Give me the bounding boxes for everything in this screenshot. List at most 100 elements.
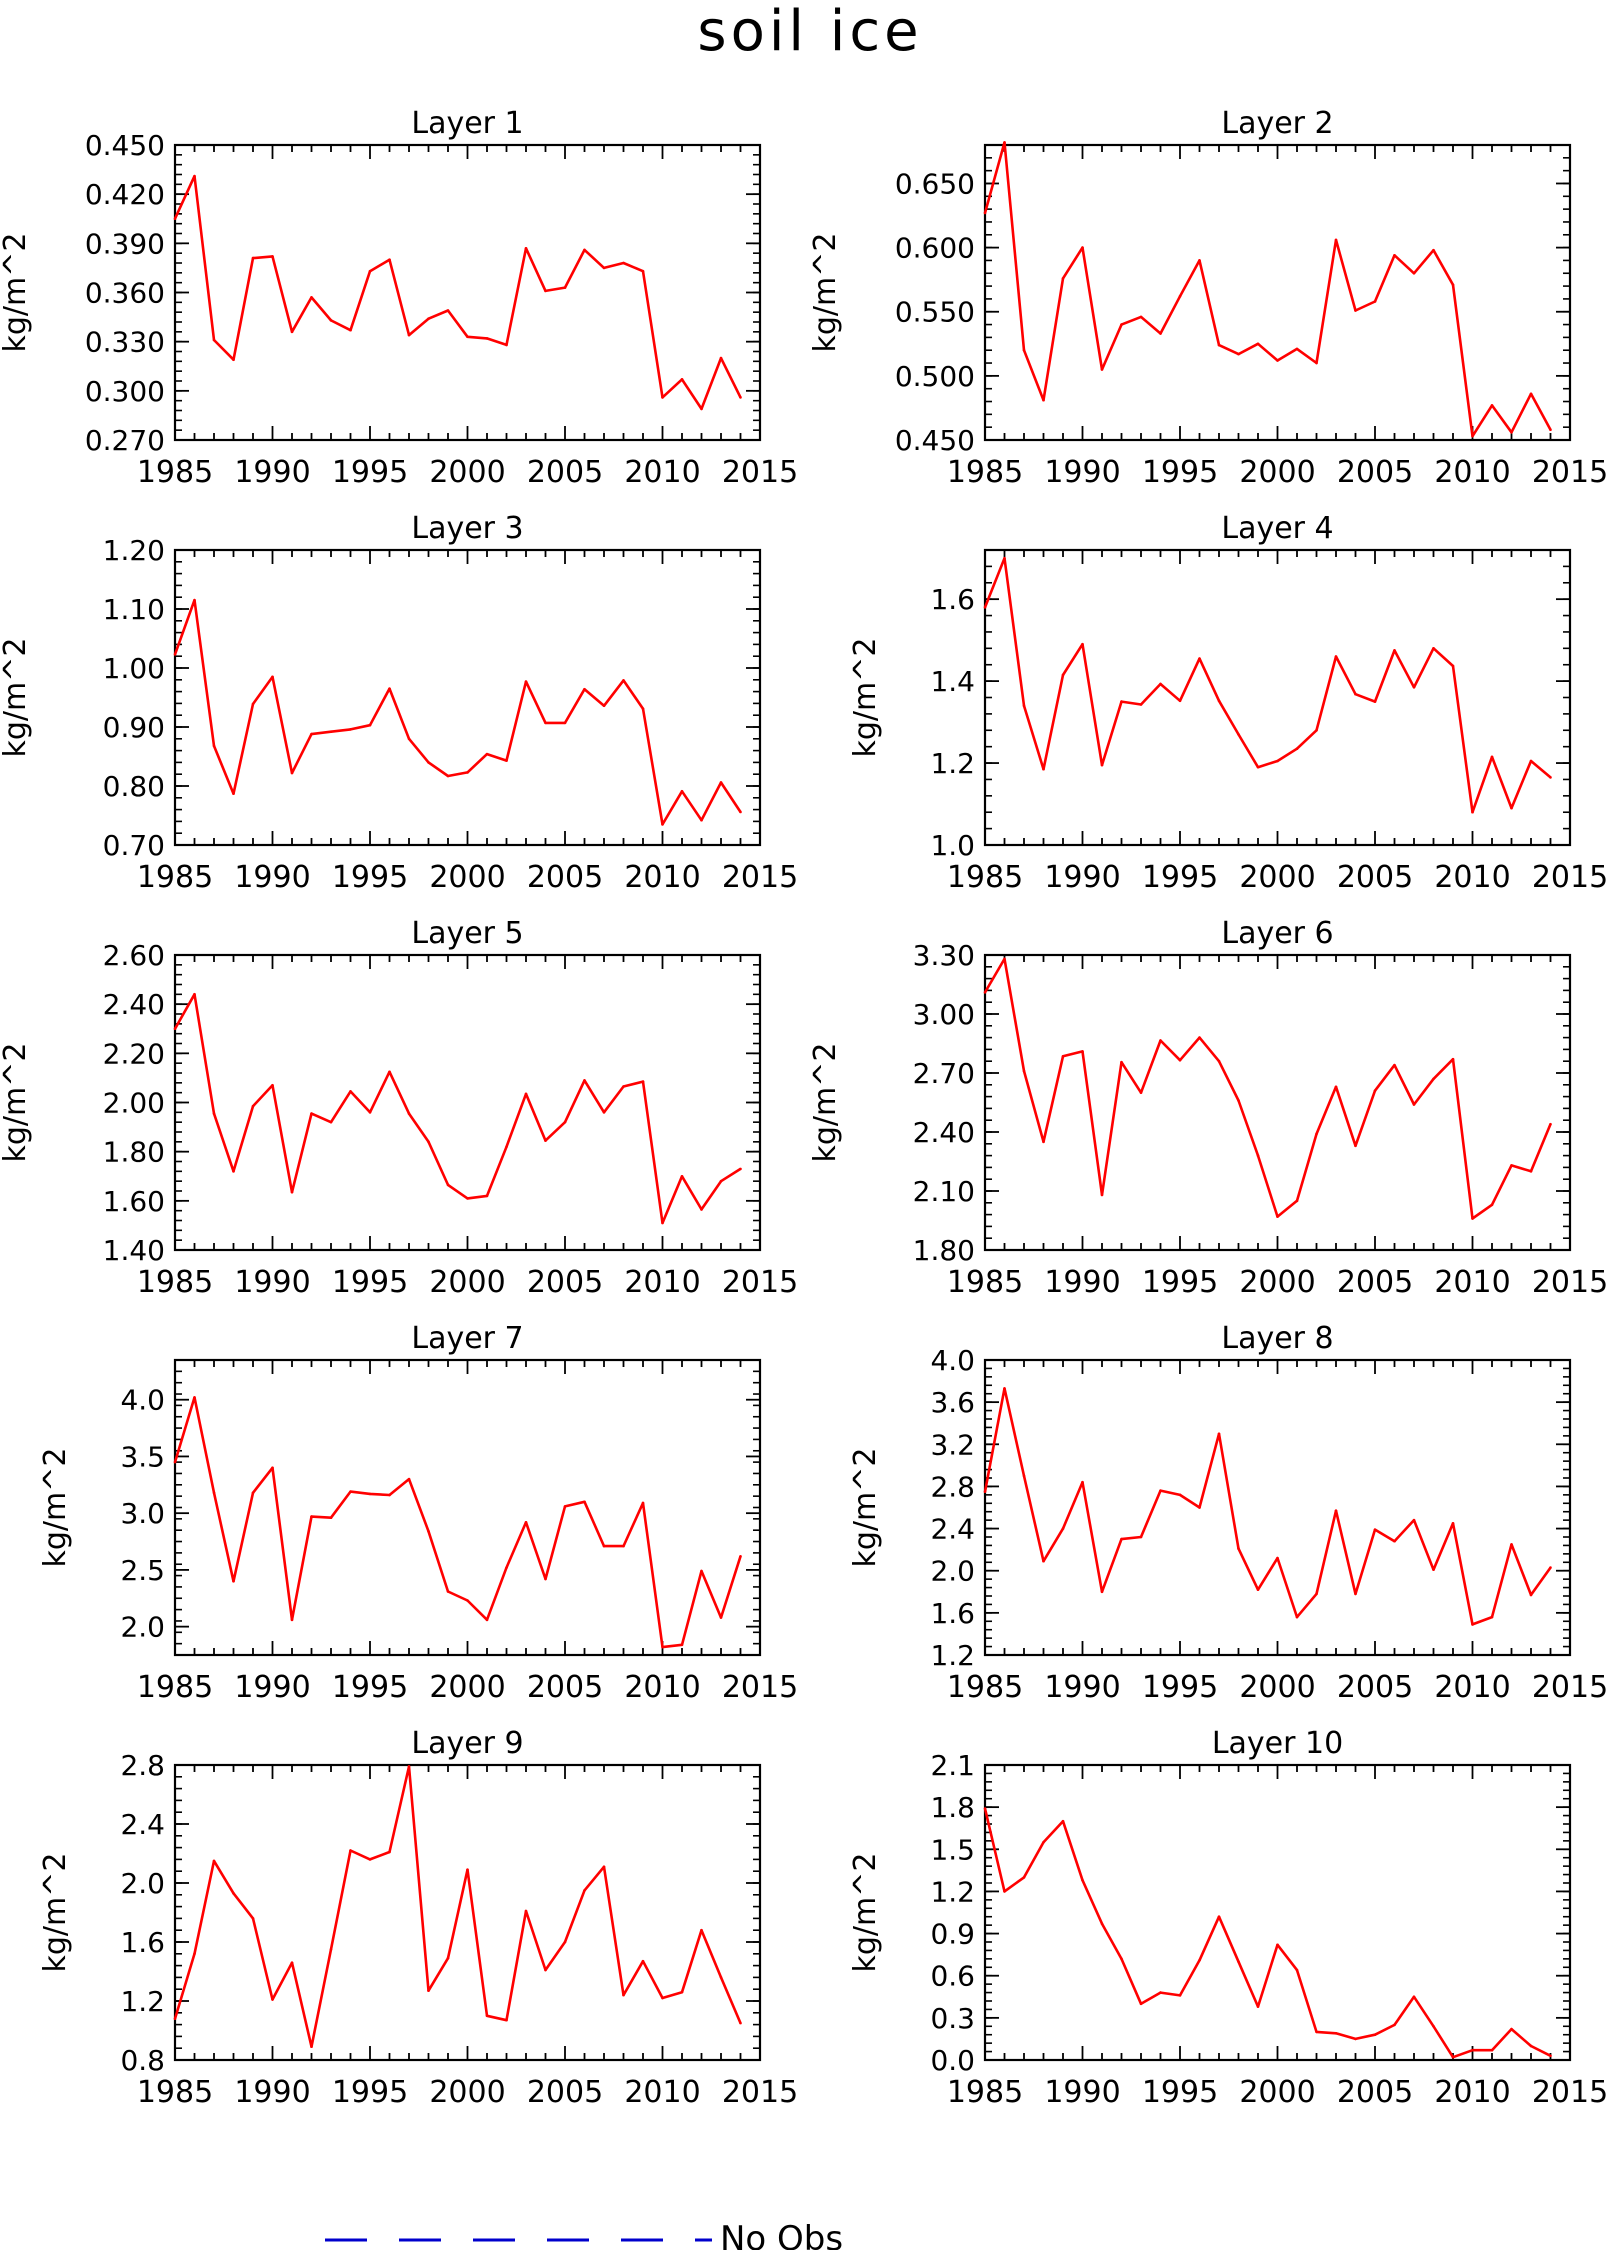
y-axis-label: kg/m^2 bbox=[848, 1448, 883, 1568]
data-point bbox=[641, 707, 645, 711]
plot-frame bbox=[173, 1763, 762, 2062]
data-point bbox=[524, 1909, 528, 1913]
data-point bbox=[1217, 343, 1221, 347]
y-axis-label: kg/m^2 bbox=[0, 638, 33, 758]
data-point bbox=[700, 407, 703, 411]
panel-title: Layer 8 bbox=[1221, 1321, 1333, 1356]
x-tick-label: 1995 bbox=[332, 860, 408, 895]
data-point bbox=[466, 1868, 469, 1872]
data-point bbox=[719, 781, 723, 784]
data-point bbox=[446, 774, 450, 778]
data-point bbox=[1003, 141, 1006, 144]
data-point bbox=[427, 1140, 430, 1144]
y-tick-label: 2.40 bbox=[913, 1116, 975, 1149]
x-tick-label: 2015 bbox=[722, 1265, 798, 1300]
data-point bbox=[1237, 1960, 1240, 1963]
series-line bbox=[173, 598, 742, 826]
y-tick-label: 2.8 bbox=[120, 1749, 165, 1782]
plot-frame bbox=[173, 953, 762, 1252]
y-tick-label: 0.80 bbox=[103, 770, 165, 803]
y-tick-label: 2.0 bbox=[120, 1867, 165, 1900]
y-tick-label: 1.2 bbox=[930, 1875, 975, 1908]
y-tick-label: 1.0 bbox=[930, 829, 975, 862]
data-point bbox=[310, 296, 313, 299]
data-point bbox=[622, 1993, 625, 1997]
y-tick-label: 0.70 bbox=[103, 829, 165, 862]
data-point bbox=[622, 679, 625, 682]
data-point bbox=[193, 1952, 196, 1956]
x-tick-label: 2005 bbox=[527, 860, 603, 895]
data-point bbox=[388, 687, 391, 690]
y-tick-label: 1.60 bbox=[103, 1185, 165, 1218]
y-tick-label: 0.500 bbox=[895, 360, 975, 393]
data-point bbox=[583, 687, 586, 691]
data-point bbox=[1237, 1099, 1240, 1102]
x-tick-label: 2000 bbox=[1239, 455, 1315, 490]
data-point bbox=[700, 818, 703, 822]
data-point bbox=[446, 1590, 450, 1593]
series-line bbox=[983, 957, 1552, 1220]
data-point bbox=[466, 1197, 469, 1200]
data-point bbox=[641, 269, 645, 273]
y-axis-label: kg/m^2 bbox=[0, 1043, 33, 1163]
data-point bbox=[1432, 1568, 1435, 1571]
x-tick-label: 2015 bbox=[1532, 1265, 1608, 1300]
data-point bbox=[1081, 1050, 1084, 1053]
data-point bbox=[661, 823, 664, 826]
data-point bbox=[1451, 664, 1455, 668]
data-point bbox=[1412, 1103, 1416, 1106]
data-point bbox=[1003, 1890, 1006, 1893]
x-tick-label: 1995 bbox=[1142, 2075, 1218, 2110]
data-point bbox=[427, 317, 430, 321]
y-tick-label: 2.10 bbox=[913, 1175, 975, 1208]
data-point bbox=[1549, 2054, 1552, 2058]
data-point bbox=[1061, 1527, 1065, 1530]
x-tick-label: 1985 bbox=[137, 1670, 213, 1705]
data-point bbox=[739, 1167, 742, 1171]
x-tick-label: 2010 bbox=[1434, 1670, 1510, 1705]
data-point bbox=[212, 1859, 216, 1863]
legend-no-obs-label: No Obs bbox=[720, 2219, 843, 2250]
y-tick-label: 2.0 bbox=[930, 1555, 975, 1588]
data-point bbox=[1100, 1922, 1104, 1926]
data-point bbox=[1354, 1592, 1357, 1596]
data-point bbox=[1373, 1089, 1377, 1092]
x-tick-label: 2015 bbox=[722, 860, 798, 895]
y-tick-label: 0.450 bbox=[85, 129, 165, 162]
panel-layer-3: Layer 3 1985 1990 1995 2000 2005 2010 2015 0.70 0… bbox=[0, 511, 798, 895]
panel-layer-4: Layer 4 1985 1990 1995 2000 2005 2010 2015 1.0 1.… bbox=[848, 511, 1608, 895]
x-tick-label: 2010 bbox=[624, 860, 700, 895]
data-point bbox=[349, 328, 352, 332]
data-point bbox=[1120, 323, 1123, 326]
y-tick-label: 0.300 bbox=[85, 375, 165, 408]
data-point bbox=[1276, 1215, 1279, 1218]
data-point bbox=[329, 319, 333, 322]
data-point bbox=[310, 1515, 313, 1518]
data-point bbox=[485, 1194, 489, 1198]
data-point bbox=[485, 1618, 489, 1622]
data-point bbox=[251, 702, 255, 706]
data-point bbox=[1139, 2002, 1143, 2006]
panel-layer-1: Layer 1 1985 1990 1995 2000 2005 2010 2015 0.270… bbox=[0, 106, 798, 490]
panel-title: Layer 10 bbox=[1212, 1726, 1343, 1761]
data-point bbox=[1334, 1509, 1338, 1512]
y-tick-label: 2.00 bbox=[103, 1087, 165, 1120]
panel-layer-10: Layer 10 1985 1990 1995 2000 2005 2010 2015 0.0 0… bbox=[848, 1726, 1608, 2110]
data-point bbox=[739, 2021, 742, 2025]
data-point bbox=[1295, 1199, 1299, 1203]
x-tick-label: 1985 bbox=[947, 1265, 1023, 1300]
data-point bbox=[329, 1948, 333, 1951]
data-point bbox=[1100, 368, 1104, 371]
data-point bbox=[407, 333, 411, 337]
figure-title: soil ice bbox=[697, 0, 922, 64]
data-point bbox=[602, 1111, 606, 1114]
data-point bbox=[1081, 642, 1084, 646]
y-tick-label: 2.0 bbox=[120, 1611, 165, 1644]
x-tick-label: 2005 bbox=[1337, 1670, 1413, 1705]
x-tick-label: 2015 bbox=[722, 2075, 798, 2110]
y-tick-label: 0.330 bbox=[85, 326, 165, 359]
data-point bbox=[1549, 1122, 1552, 1126]
data-point bbox=[544, 1139, 547, 1142]
plot-frame bbox=[983, 548, 1572, 847]
series-line bbox=[173, 174, 742, 411]
